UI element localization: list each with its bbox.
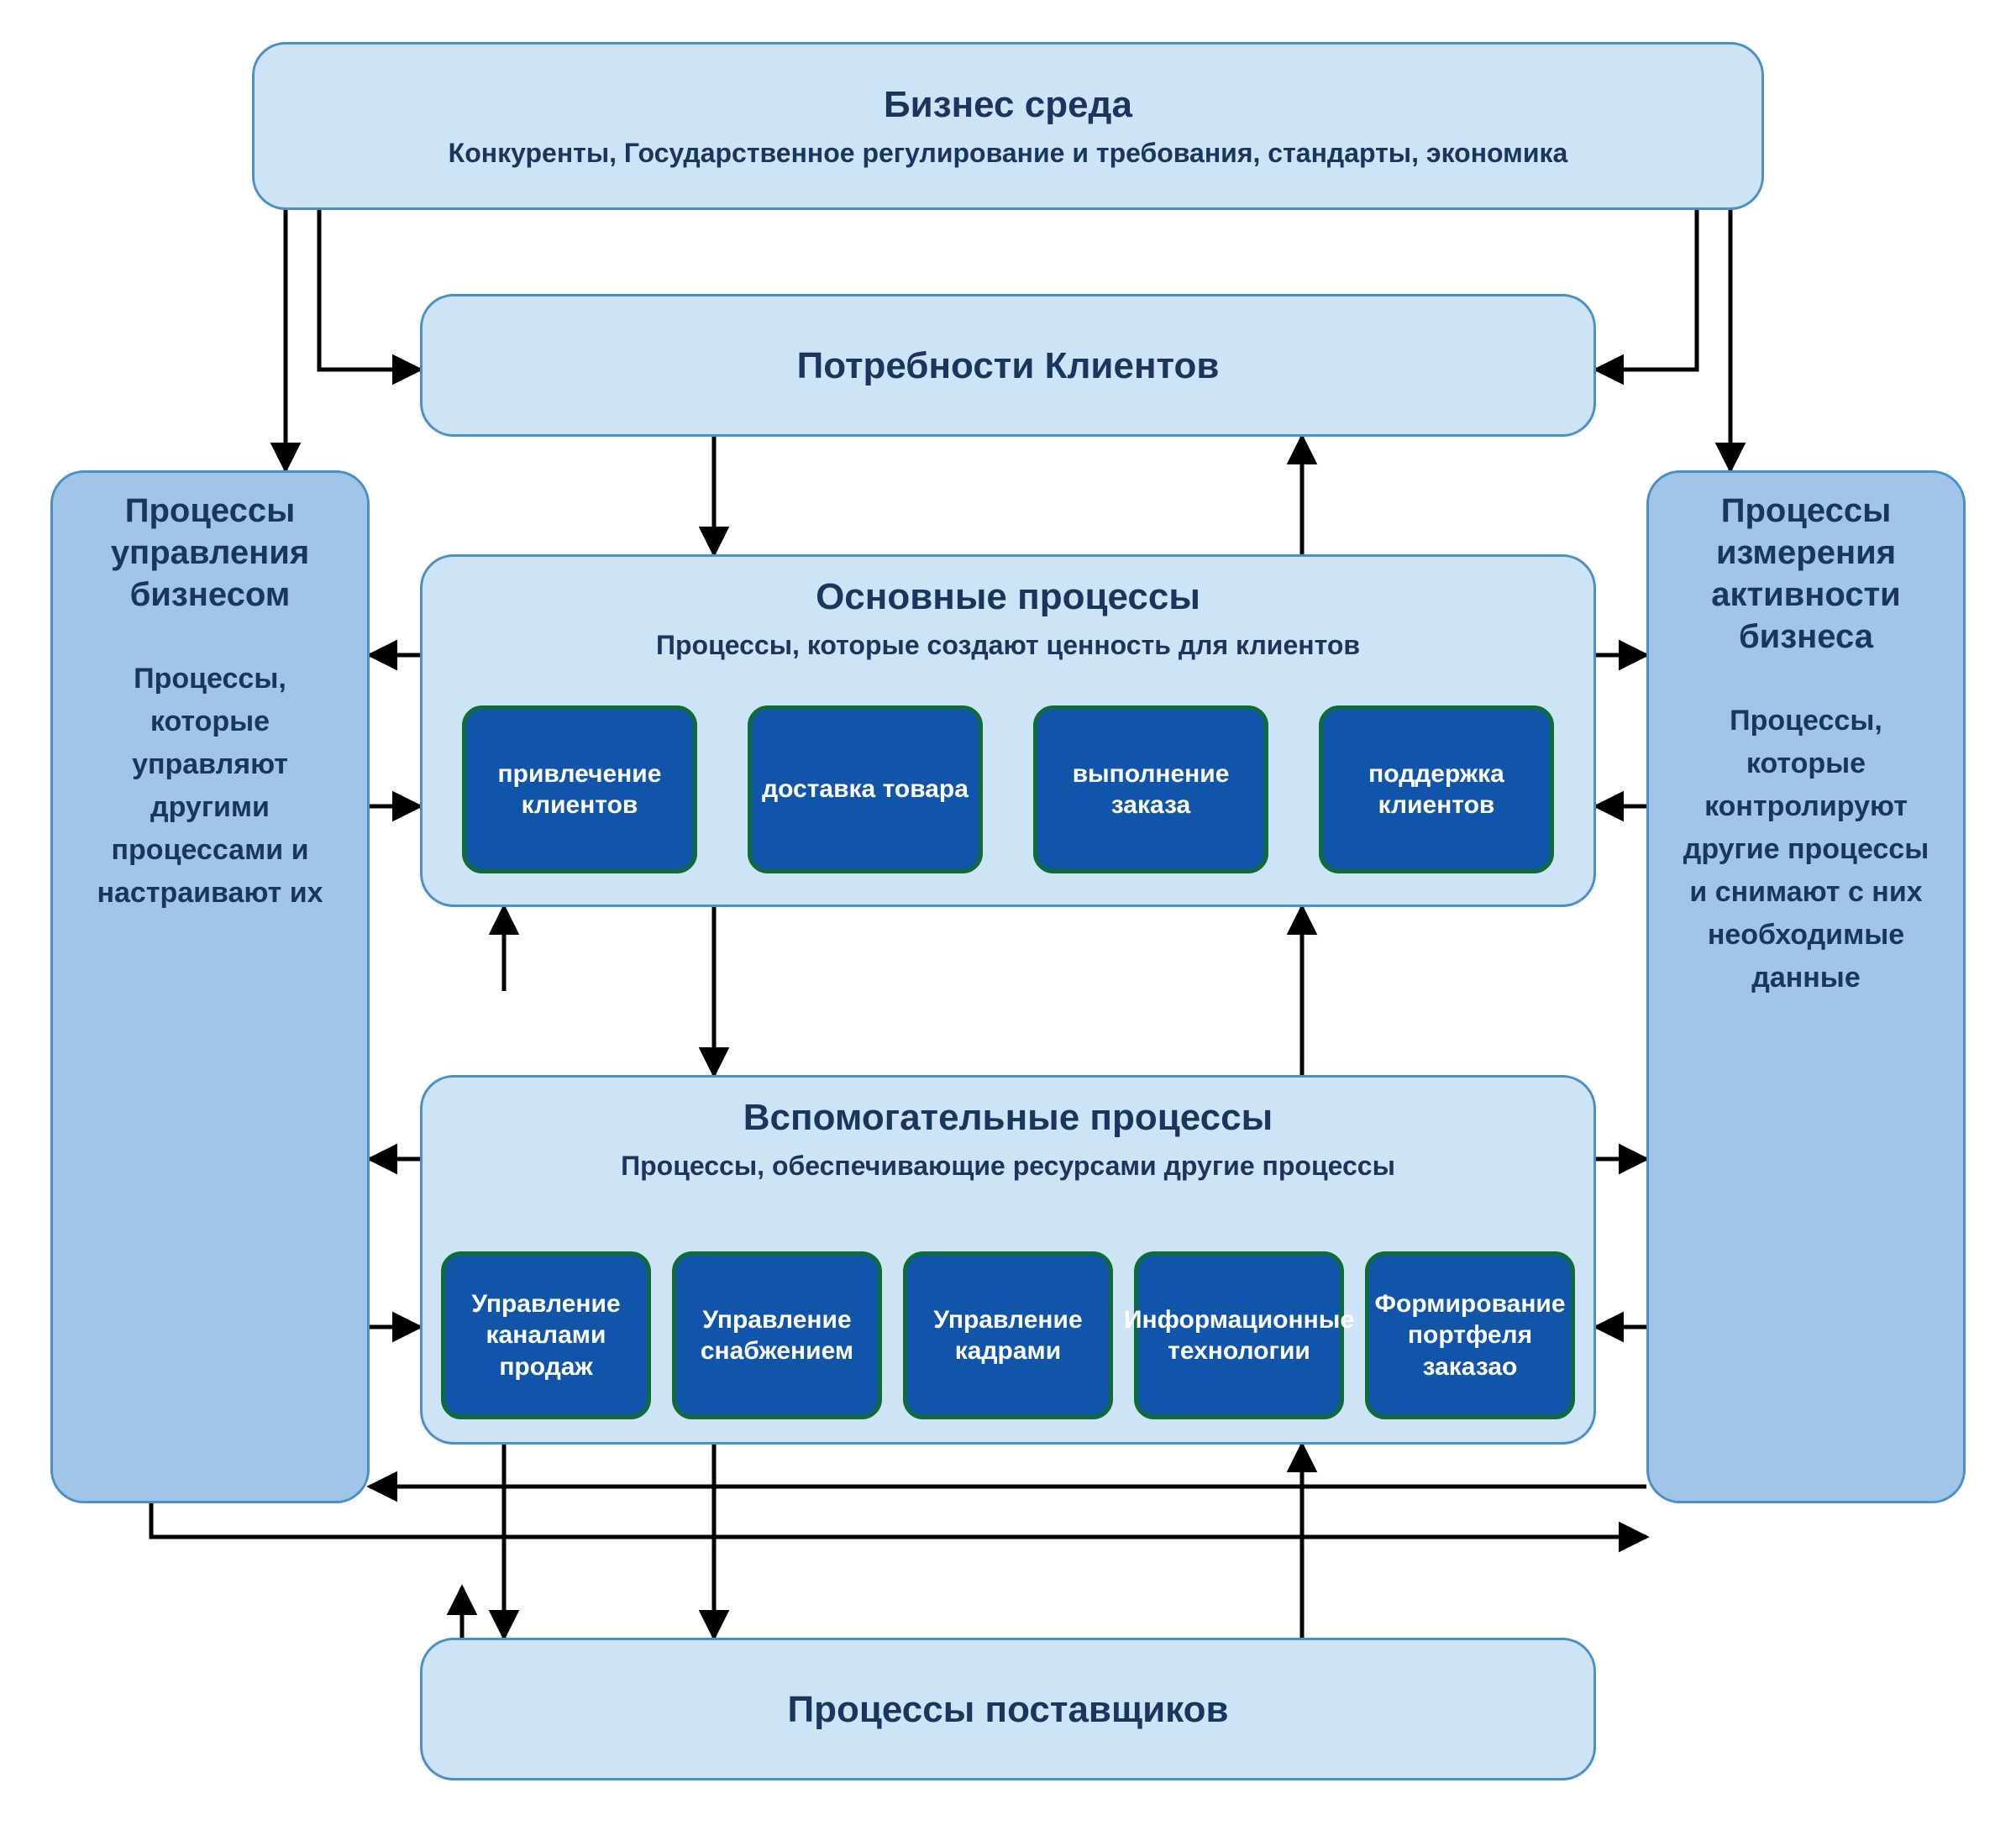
- node-support-subtitle: Процессы, обеспечивающие ресурсами други…: [621, 1149, 1395, 1184]
- edge-1: [1596, 210, 1697, 370]
- node-env-subtitle: Конкуренты, Государственное регулировани…: [449, 136, 1568, 171]
- chip-core-3: поддержка клиентов: [1319, 705, 1554, 873]
- node-env-title: Бизнес среда: [884, 81, 1132, 128]
- chip-support-3: Информационные технологии: [1134, 1251, 1344, 1419]
- chip-core-0: привлечение клиентов: [462, 705, 697, 873]
- node-suppliers: Процессы поставщиков: [420, 1638, 1596, 1780]
- node-left: Процессы управления бизнесом Процессы, ко…: [50, 470, 370, 1503]
- chip-core-1: доставка товара: [748, 705, 983, 873]
- node-core-title: Основные процессы: [816, 574, 1200, 620]
- node-support-title: Вспомогательные процессы: [743, 1094, 1273, 1141]
- chip-support-1: Управление снабжением: [672, 1251, 882, 1419]
- node-clients-title: Потребности Клиентов: [797, 343, 1220, 389]
- node-env: Бизнес среда Конкуренты, Государственное …: [252, 42, 1764, 210]
- node-suppliers-title: Процессы поставщиков: [787, 1686, 1228, 1733]
- chip-support-2: Управление кадрами: [903, 1251, 1113, 1419]
- node-right-body: Процессы, которые контролируют другие пр…: [1672, 700, 1940, 999]
- diagram-stage: Бизнес среда Конкуренты, Государственное …: [0, 0, 2016, 1846]
- chip-support-0: Управление каналами продаж: [441, 1251, 651, 1419]
- node-right: Процессы измерения активности бизнеса Про…: [1646, 470, 1966, 1503]
- edge-0: [319, 210, 420, 370]
- node-left-body: Процессы, которые управляют другими проц…: [76, 658, 344, 915]
- node-clients: Потребности Клиентов: [420, 294, 1596, 437]
- node-right-title: Процессы измерения активности бизнеса: [1672, 490, 1940, 658]
- edge-17: [151, 1503, 1646, 1537]
- node-core-subtitle: Процессы, которые создают ценность для к…: [656, 628, 1360, 663]
- chip-support-4: Формирование портфеля заказао: [1365, 1251, 1575, 1419]
- node-left-title: Процессы управления бизнесом: [76, 490, 344, 616]
- chip-core-2: выполнение заказа: [1033, 705, 1268, 873]
